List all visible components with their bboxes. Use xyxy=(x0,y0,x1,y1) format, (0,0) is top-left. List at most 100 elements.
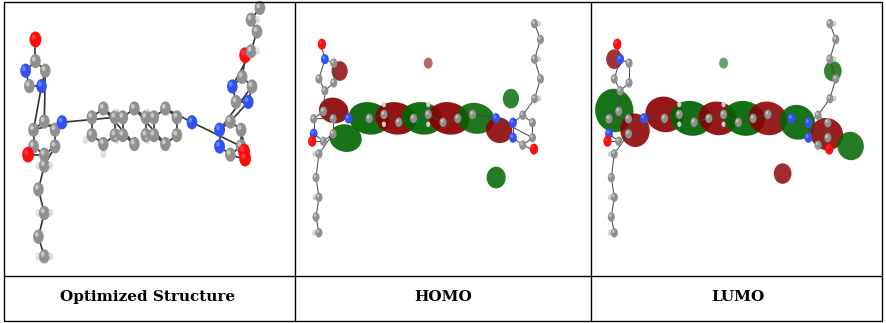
Circle shape xyxy=(607,131,610,134)
Circle shape xyxy=(313,194,316,200)
Ellipse shape xyxy=(330,124,361,152)
Circle shape xyxy=(110,128,120,142)
Circle shape xyxy=(100,104,104,109)
Circle shape xyxy=(625,129,632,139)
Circle shape xyxy=(237,125,241,130)
Ellipse shape xyxy=(645,97,684,132)
Circle shape xyxy=(320,107,327,116)
Circle shape xyxy=(141,128,152,142)
Circle shape xyxy=(100,140,104,144)
Circle shape xyxy=(141,110,152,124)
Circle shape xyxy=(382,102,386,107)
Circle shape xyxy=(313,230,316,235)
Circle shape xyxy=(227,150,230,155)
Circle shape xyxy=(640,113,648,123)
Circle shape xyxy=(143,113,146,118)
Circle shape xyxy=(806,120,809,123)
Circle shape xyxy=(243,95,253,109)
Circle shape xyxy=(834,76,836,79)
Circle shape xyxy=(617,54,624,64)
Circle shape xyxy=(608,230,612,235)
Circle shape xyxy=(241,50,245,56)
Circle shape xyxy=(149,110,159,124)
Ellipse shape xyxy=(837,132,864,160)
Circle shape xyxy=(28,123,39,137)
Circle shape xyxy=(255,17,257,20)
Circle shape xyxy=(149,128,159,142)
Circle shape xyxy=(230,95,241,109)
Circle shape xyxy=(30,142,34,147)
Circle shape xyxy=(626,58,633,68)
Circle shape xyxy=(144,109,151,116)
Circle shape xyxy=(439,118,447,127)
Circle shape xyxy=(509,118,517,128)
Circle shape xyxy=(826,135,828,138)
Circle shape xyxy=(39,148,50,162)
Circle shape xyxy=(617,55,624,64)
Circle shape xyxy=(615,107,622,116)
Circle shape xyxy=(608,212,615,222)
Circle shape xyxy=(311,116,314,119)
Circle shape xyxy=(247,15,252,20)
Circle shape xyxy=(26,81,29,87)
Circle shape xyxy=(494,115,496,119)
Circle shape xyxy=(321,54,329,64)
Circle shape xyxy=(313,212,320,222)
Circle shape xyxy=(766,111,768,115)
Circle shape xyxy=(330,78,338,88)
Circle shape xyxy=(410,114,417,123)
Circle shape xyxy=(532,56,535,59)
Circle shape xyxy=(30,54,41,68)
Circle shape xyxy=(114,138,117,140)
Circle shape xyxy=(87,110,97,124)
Circle shape xyxy=(38,81,42,87)
Circle shape xyxy=(530,120,532,123)
Circle shape xyxy=(814,110,821,120)
Circle shape xyxy=(612,76,615,79)
Circle shape xyxy=(255,49,257,51)
Circle shape xyxy=(323,88,325,91)
Circle shape xyxy=(615,137,622,146)
Circle shape xyxy=(537,21,541,26)
Circle shape xyxy=(825,144,834,155)
Circle shape xyxy=(310,114,317,123)
Circle shape xyxy=(538,22,539,24)
Circle shape xyxy=(608,173,615,182)
Circle shape xyxy=(41,161,44,166)
Circle shape xyxy=(252,25,262,39)
Circle shape xyxy=(151,113,154,118)
Circle shape xyxy=(246,79,257,94)
Circle shape xyxy=(48,254,51,257)
Circle shape xyxy=(35,253,42,260)
Circle shape xyxy=(41,150,44,155)
Circle shape xyxy=(706,115,709,119)
Circle shape xyxy=(36,79,47,93)
Circle shape xyxy=(806,120,809,123)
Circle shape xyxy=(510,120,513,123)
Circle shape xyxy=(227,117,230,122)
Circle shape xyxy=(676,110,683,119)
Circle shape xyxy=(330,131,333,134)
Circle shape xyxy=(36,211,38,213)
Circle shape xyxy=(612,230,615,233)
Circle shape xyxy=(214,123,225,137)
Circle shape xyxy=(174,113,177,118)
Circle shape xyxy=(36,163,38,166)
Circle shape xyxy=(826,120,828,123)
Circle shape xyxy=(39,114,50,129)
Circle shape xyxy=(806,135,809,138)
Circle shape xyxy=(832,21,836,26)
Circle shape xyxy=(509,118,517,128)
Circle shape xyxy=(618,88,620,91)
Circle shape xyxy=(245,44,256,58)
Circle shape xyxy=(538,57,539,59)
Circle shape xyxy=(112,113,115,118)
Circle shape xyxy=(537,35,544,44)
Circle shape xyxy=(214,139,225,153)
Circle shape xyxy=(833,97,835,99)
Circle shape xyxy=(721,121,726,127)
Circle shape xyxy=(625,114,632,123)
Circle shape xyxy=(313,173,320,182)
Circle shape xyxy=(162,104,166,109)
Circle shape xyxy=(618,56,620,59)
